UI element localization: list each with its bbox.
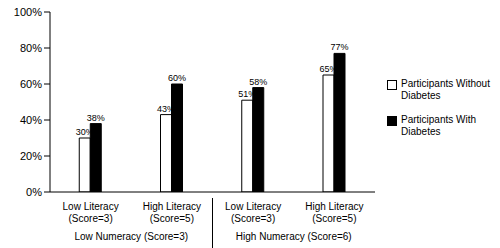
svg-text:(Score=3): (Score=3) <box>231 213 275 224</box>
svg-text:High Literacy: High Literacy <box>143 201 201 212</box>
svg-text:0%: 0% <box>26 186 42 198</box>
svg-text:65%: 65% <box>319 64 337 74</box>
svg-text:(Score=5): (Score=5) <box>150 213 194 224</box>
svg-text:20%: 20% <box>20 150 42 162</box>
svg-text:60%: 60% <box>20 78 42 90</box>
svg-text:77%: 77% <box>330 42 348 52</box>
html-text:Participants Without Diabetes: Participants Without Diabetes <box>401 78 490 101</box>
svg-text:Low Literacy: Low Literacy <box>63 201 119 212</box>
svg-text:High Numeracy (Score=6): High Numeracy (Score=6) <box>236 231 352 242</box>
svg-text:40%: 40% <box>20 114 42 126</box>
svg-text:51%: 51% <box>238 89 256 99</box>
svg-text:80%: 80% <box>20 42 42 54</box>
svg-text:(Score=5): (Score=5) <box>312 213 356 224</box>
svg-text:High Literacy: High Literacy <box>305 201 363 212</box>
svg-text:Low Literacy: Low Literacy <box>225 201 281 212</box>
svg-text:30%: 30% <box>76 127 94 137</box>
svg-text:58%: 58% <box>249 77 267 87</box>
svg-text:(Score=3): (Score=3) <box>69 213 113 224</box>
svg-text:100%: 100% <box>14 6 42 18</box>
svg-text:38%: 38% <box>87 113 105 123</box>
svg-text:43%: 43% <box>157 104 175 114</box>
html-text:Participants With Diabetes: Participants With Diabetes <box>401 114 476 137</box>
svg-text:Low Numeracy (Score=3): Low Numeracy (Score=3) <box>74 231 188 242</box>
svg-text:60%: 60% <box>168 73 186 83</box>
